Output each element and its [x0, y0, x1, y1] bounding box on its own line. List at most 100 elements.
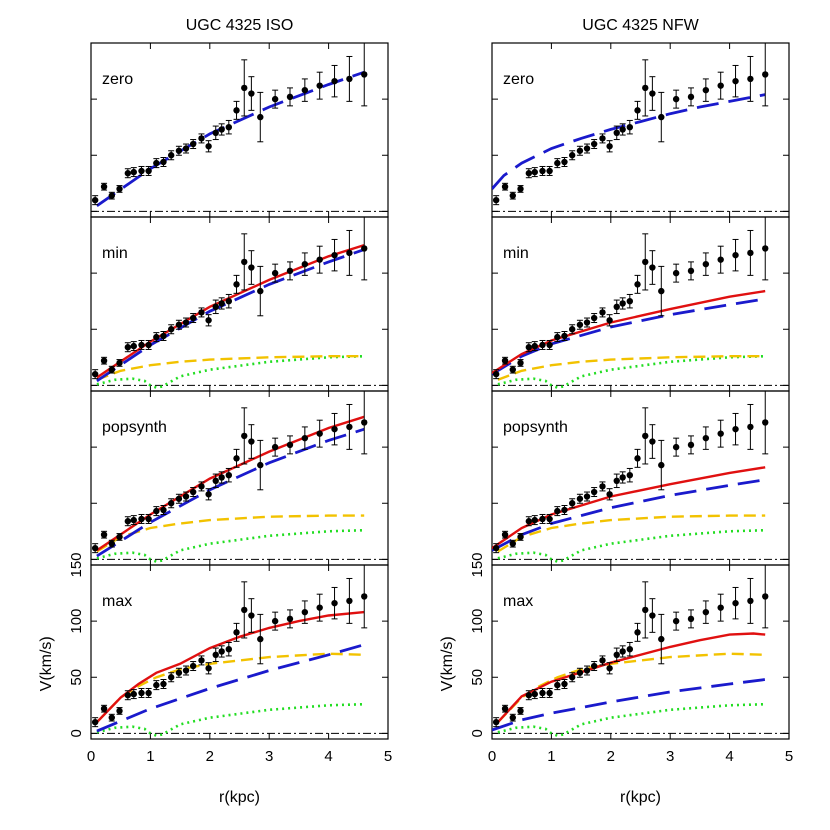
- data-point: [583, 145, 591, 152]
- data-point: [116, 533, 123, 541]
- data-point: [248, 438, 255, 445]
- panel-label-zero: zero: [102, 71, 133, 88]
- data-point: [687, 267, 695, 275]
- data-point: [539, 167, 546, 175]
- data-point: [517, 533, 524, 541]
- data-point: [138, 689, 145, 697]
- panel-label-max: max: [102, 593, 132, 610]
- x-tick-label: 2: [607, 748, 615, 765]
- data-point: [747, 75, 754, 83]
- data-point: [346, 75, 353, 83]
- x-tick-label: 3: [265, 748, 273, 765]
- data-point: [599, 309, 606, 316]
- data-point: [233, 281, 240, 288]
- data-point: [649, 612, 656, 619]
- data-point: [205, 317, 212, 324]
- data-point: [182, 493, 190, 500]
- disk-curve: [96, 355, 365, 381]
- data-point: [91, 370, 99, 378]
- data-point: [100, 531, 108, 538]
- data-point: [286, 267, 294, 275]
- data-point: [91, 544, 99, 552]
- data-point: [583, 667, 591, 674]
- gas-curve: [497, 354, 766, 389]
- panel-label-min: min: [503, 245, 529, 262]
- data-point: [702, 260, 710, 268]
- data-point: [271, 617, 279, 625]
- x-tick-label: 5: [384, 748, 392, 765]
- data-point: [116, 707, 123, 715]
- data-point: [257, 113, 264, 121]
- data-point: [124, 170, 132, 177]
- data-point: [301, 260, 309, 268]
- data-point: [138, 167, 145, 175]
- data-point: [100, 183, 108, 190]
- data-point: [145, 689, 152, 697]
- data-point: [717, 604, 724, 611]
- panel-label-popsynth: popsynth: [102, 419, 167, 436]
- x-tick-label: 2: [206, 748, 214, 765]
- data-point: [732, 599, 739, 607]
- data-point: [167, 326, 175, 333]
- data-point: [492, 370, 500, 378]
- data-point: [108, 714, 115, 721]
- data-point: [561, 506, 568, 514]
- data-point: [509, 540, 516, 547]
- x-tick-label: 3: [666, 748, 674, 765]
- gas-curve: [96, 528, 365, 563]
- panel-frame: [491, 42, 790, 218]
- column-title: UGC 4325 ISO: [186, 17, 294, 34]
- data-point: [554, 159, 561, 167]
- data-point: [509, 714, 516, 721]
- data-point: [525, 170, 533, 177]
- x-tick-label: 4: [725, 748, 733, 765]
- data-point: [189, 314, 197, 322]
- data-point: [175, 495, 183, 502]
- x-tick-label: 1: [547, 748, 555, 765]
- data-point: [167, 674, 175, 681]
- data-point: [539, 689, 546, 697]
- data-point: [613, 129, 620, 137]
- data-point: [248, 612, 255, 619]
- data-point: [747, 597, 754, 605]
- data-point: [100, 705, 108, 712]
- data-point: [583, 319, 591, 326]
- data-point: [212, 129, 219, 137]
- data-point: [561, 680, 568, 688]
- data-point: [613, 303, 620, 311]
- data-point: [257, 461, 264, 469]
- data-point: [218, 126, 225, 133]
- data-point: [175, 321, 183, 328]
- data-point: [233, 107, 240, 114]
- halo-curve: [96, 643, 365, 733]
- y-axis-label: V(km/s): [38, 636, 55, 691]
- x-tick-label: 0: [488, 748, 496, 765]
- data-point: [225, 123, 233, 131]
- disk-curve: [497, 355, 766, 381]
- data-point: [182, 319, 190, 326]
- x-axis-label: r(kpc): [219, 789, 260, 806]
- data-point: [546, 341, 553, 349]
- data-point: [762, 593, 769, 600]
- data-point: [153, 333, 160, 341]
- data-point: [124, 518, 132, 525]
- total-curve: [492, 466, 766, 550]
- x-axis-label: r(kpc): [620, 789, 661, 806]
- halo-curve: [96, 248, 365, 383]
- gas-curve: [96, 702, 365, 737]
- data-point: [642, 606, 649, 614]
- data-point: [160, 506, 167, 514]
- data-point: [606, 317, 613, 324]
- data-point: [747, 423, 754, 431]
- y-tick-label: 100: [469, 609, 486, 634]
- data-point: [649, 438, 656, 445]
- disk-curve: [96, 652, 365, 724]
- data-point: [108, 540, 115, 547]
- data-point: [316, 82, 323, 89]
- data-point: [613, 651, 620, 659]
- halo-curve: [96, 70, 365, 207]
- halo-curve: [492, 297, 766, 376]
- data-point: [554, 681, 561, 689]
- total-curve: [96, 610, 365, 724]
